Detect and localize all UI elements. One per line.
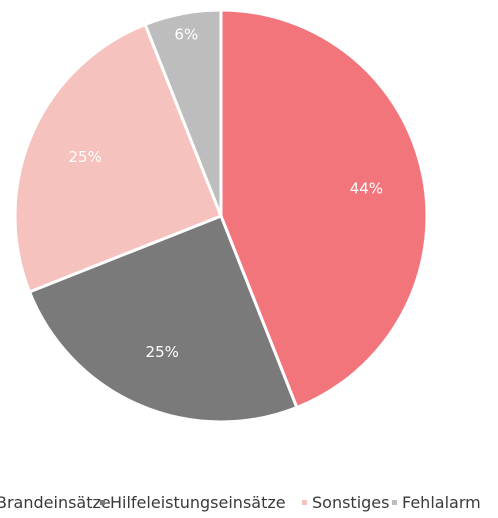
- data-label-sonstiges: 25%: [69, 148, 102, 166]
- pie-slices: [13, 8, 429, 424]
- data-label-fehlalarm: 6%: [174, 25, 198, 43]
- pie-data-labels: 44% 25% 25% 6%: [69, 25, 384, 361]
- legend-label-fehlalarm: Fehlalarm: [402, 493, 481, 512]
- legend-label-hilfeleistungseinsaetze: Hilfeleistungseinsätze: [110, 493, 286, 512]
- data-label-hilfeleistungseinsaetze: 25%: [146, 343, 179, 361]
- pie-slice-brandeinsaetze: [219, 8, 429, 410]
- pie-slice-fehlalarm: [143, 8, 223, 218]
- pie-slice-sonstiges: [13, 22, 223, 294]
- pie-slice-hilfeleistungseinsaetze: [27, 214, 299, 424]
- legend-label-brandeinsaetze: Brandeinsätze: [0, 493, 111, 512]
- legend-marker-sonstiges: [302, 500, 307, 505]
- legend: Brandeinsätze Hilfeleistungseinsätze Son…: [0, 493, 481, 512]
- data-label-brandeinsaetze: 44%: [350, 179, 383, 197]
- legend-marker-fehlalarm: [392, 500, 397, 505]
- legend-marker-hilfeleistungseinsaetze: [100, 500, 105, 505]
- legend-label-sonstiges: Sonstiges: [312, 493, 389, 512]
